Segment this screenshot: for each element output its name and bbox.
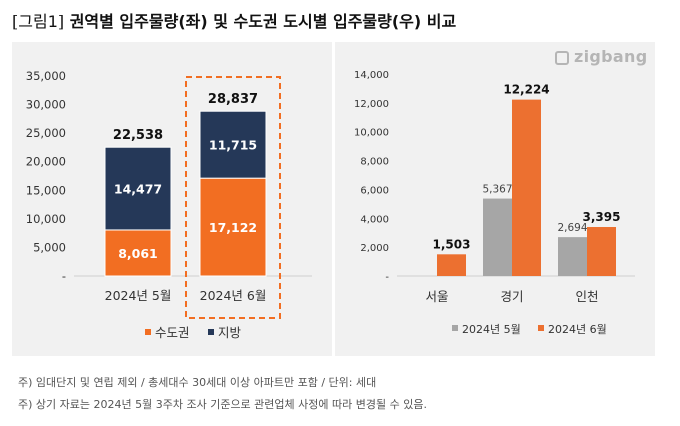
legend-swatch	[452, 325, 458, 331]
bar	[437, 254, 466, 276]
x-tick-label: 2024년 5월	[105, 288, 172, 303]
regional-stacked-bar-chart: - 5,000 10,000 15,000 20,000 25,000 30,000 35,0…	[26, 69, 312, 340]
bar	[512, 99, 541, 276]
legend-label: 2024년 5월	[462, 323, 521, 336]
y-tick-label: 12,000	[354, 99, 389, 110]
bar-segment-label: 14,477	[114, 182, 162, 197]
highlight-box	[185, 76, 281, 319]
bar-segment-label: 8,061	[118, 246, 158, 261]
y-tick-label: 8,000	[360, 157, 389, 168]
x-tick-label: 경기	[500, 289, 523, 304]
y-tick-label: 5,000	[33, 240, 66, 254]
footnote-1: 주) 임대단지 및 연립 제외 / 총세대수 30세대 이상 아파트만 포함 /…	[18, 376, 377, 389]
x-tick-label: 2024년 6월	[200, 288, 267, 303]
figure-title: [그림1] 권역별 입주물량(좌) 및 수도권 도시별 입주물량(우) 비교	[12, 8, 456, 32]
figure-label-bracket-close: ]	[57, 12, 65, 31]
bar	[587, 227, 616, 276]
brand-name: zigbang	[574, 47, 648, 66]
figure-title-text: 권역별 입주물량(좌) 및 수도권 도시별 입주물량(우) 비교	[69, 12, 457, 31]
bar-value-label: 3,395	[583, 210, 621, 224]
bar-value-label: 2,694	[557, 222, 587, 234]
bar-value-label: 5,367	[482, 184, 512, 196]
y-tick-label: 30,000	[26, 98, 66, 112]
legend-swatch	[208, 329, 214, 335]
bar-value-label: 1,503	[433, 237, 471, 251]
capital-city-bar-chart: - 2,000 4,000 6,000 8,000 10,000 12,000 14,000 1…	[354, 70, 635, 336]
x-tick-label: 서울	[425, 289, 448, 304]
bar-segment	[199, 177, 267, 277]
bar-total-label: 28,837	[208, 92, 258, 107]
y-tick-label: 4,000	[360, 214, 389, 225]
y-tick-label: 35,000	[26, 69, 66, 83]
y-tick-label: -	[62, 269, 66, 283]
regional-chart-panel: - 5,000 10,000 15,000 20,000 25,000 30,000 35,0…	[12, 42, 332, 356]
bar-segment-label: 11,715	[209, 138, 257, 153]
y-tick-label: 15,000	[26, 183, 66, 197]
y-tick-label: 25,000	[26, 126, 66, 140]
zigbang-logo-icon	[555, 51, 569, 65]
legend-swatch	[538, 325, 544, 331]
bar-segment	[104, 146, 172, 231]
bar	[483, 198, 512, 276]
y-tick-label: 6,000	[360, 185, 389, 196]
y-tick-label: 10,000	[354, 128, 389, 139]
y-tick-label: 20,000	[26, 155, 66, 169]
bar	[558, 237, 587, 276]
legend-label: 수도권	[155, 325, 190, 340]
bar-total-label: 22,538	[113, 128, 163, 143]
bar-segment-label: 17,122	[209, 220, 257, 235]
bar-segment	[104, 229, 172, 277]
figure-label: 그림1	[18, 12, 58, 31]
bar-value-label: 12,224	[503, 83, 549, 97]
bar-segment	[199, 110, 267, 179]
capital-city-chart-panel: - 2,000 4,000 6,000 8,000 10,000 12,000 14,000 1…	[335, 42, 655, 356]
y-tick-label: -	[385, 272, 389, 283]
y-tick-label: 14,000	[354, 70, 389, 81]
legend-label: 지방	[218, 325, 242, 340]
legend-label: 2024년 6월	[548, 323, 607, 336]
brand-logo: zigbang	[555, 47, 647, 66]
x-tick-label: 인천	[575, 289, 598, 304]
footnote-2: 주) 상기 자료는 2024년 5월 3주차 조사 기준으로 관련업체 사정에 …	[18, 398, 427, 411]
y-tick-label: 10,000	[26, 212, 66, 226]
legend-swatch	[145, 329, 151, 335]
figure-label-bracket-open: [	[12, 12, 19, 31]
y-tick-label: 2,000	[360, 243, 389, 254]
